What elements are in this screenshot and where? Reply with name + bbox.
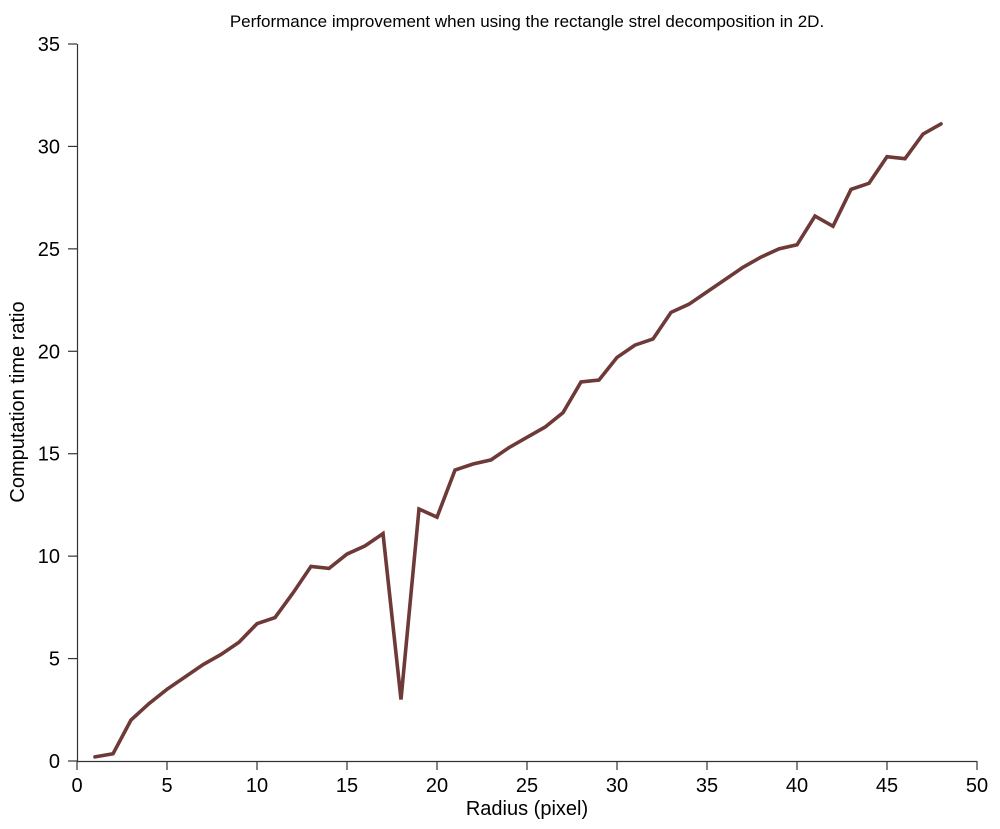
y-tick-label: 0 (49, 751, 60, 773)
y-tick-label: 35 (38, 34, 60, 56)
x-tick-label: 40 (786, 775, 808, 797)
x-tick-label: 20 (426, 775, 448, 797)
x-tick-label: 50 (966, 775, 988, 797)
chart-title: Performance improvement when using the r… (230, 12, 824, 31)
x-tick-label: 15 (336, 775, 358, 797)
y-tick-label: 15 (38, 444, 60, 466)
x-tick-label: 45 (876, 775, 898, 797)
y-axis-label: Computation time ratio (7, 301, 29, 502)
x-tick-label: 10 (246, 775, 268, 797)
x-tick-label: 30 (606, 775, 628, 797)
y-tick-label: 5 (49, 649, 60, 671)
axis-ticks: 0 5 10 15 20 25 30 35 40 45 50 0 5 10 15 20 25 30 35 (38, 34, 988, 797)
y-tick-label: 20 (38, 341, 60, 363)
x-tick-label: 0 (71, 775, 82, 797)
y-tick-label: 25 (38, 239, 60, 261)
x-tick-label: 25 (516, 775, 538, 797)
y-tick-label: 10 (38, 546, 60, 568)
data-line-series (93, 122, 943, 759)
y-tick-label: 30 (38, 136, 60, 158)
x-axis-label: Radius (pixel) (466, 798, 588, 820)
x-tick-label: 5 (161, 775, 172, 797)
x-tick-label: 35 (696, 775, 718, 797)
